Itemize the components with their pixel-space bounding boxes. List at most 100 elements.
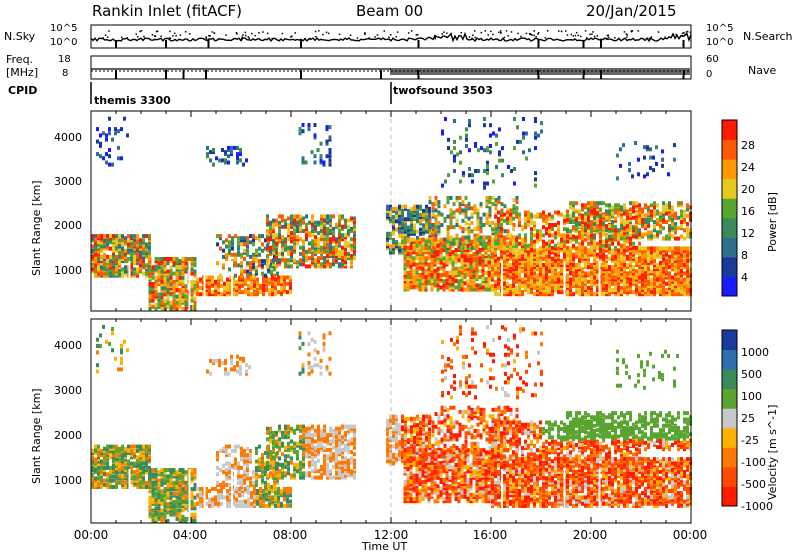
velocity-cell bbox=[97, 444, 100, 449]
power-cell bbox=[611, 234, 614, 239]
power-cell bbox=[403, 275, 407, 280]
power-cell bbox=[674, 281, 677, 286]
power-axis-ticks bbox=[90, 111, 692, 311]
power-cell bbox=[590, 246, 593, 251]
power-cell bbox=[656, 230, 659, 235]
power-cell bbox=[614, 245, 617, 250]
power-cell bbox=[296, 218, 299, 223]
power-cell bbox=[329, 262, 332, 267]
power-cell bbox=[457, 243, 461, 248]
nsearch-dot bbox=[584, 30, 587, 32]
velocity-cell bbox=[106, 444, 109, 449]
power-cell bbox=[551, 263, 554, 267]
velocity-cell bbox=[109, 470, 112, 475]
power-cell bbox=[431, 241, 435, 246]
nsearch-dot bbox=[507, 35, 509, 37]
power-cell bbox=[495, 133, 498, 138]
power-cell bbox=[632, 228, 635, 233]
power-cell bbox=[169, 267, 173, 272]
power-cell bbox=[614, 258, 617, 263]
power-cell bbox=[593, 234, 596, 239]
power-cell bbox=[530, 243, 533, 248]
power-cell bbox=[130, 234, 133, 239]
power-cell bbox=[671, 292, 674, 297]
power-cell bbox=[491, 271, 494, 276]
nsearch-dot bbox=[446, 32, 448, 34]
nsearch-dot bbox=[484, 30, 487, 32]
power-cell bbox=[308, 247, 311, 252]
power-cell bbox=[452, 210, 456, 215]
power-cell bbox=[650, 217, 653, 222]
power-cell bbox=[476, 220, 480, 225]
power-cell bbox=[659, 246, 662, 251]
power-cell bbox=[232, 281, 235, 286]
freq-tick-high: 18 bbox=[58, 54, 71, 65]
power-cell bbox=[332, 254, 335, 258]
power-cell bbox=[274, 285, 277, 290]
power-cell bbox=[353, 239, 356, 244]
power-cell bbox=[507, 164, 510, 169]
power-cell bbox=[421, 237, 425, 242]
power-cell bbox=[659, 260, 662, 265]
power-cell bbox=[451, 285, 455, 290]
power-cell bbox=[584, 283, 587, 288]
power-cell bbox=[238, 279, 241, 284]
power-cell bbox=[235, 279, 238, 284]
power-cell bbox=[97, 263, 100, 268]
velocity-cell bbox=[97, 470, 100, 475]
power-cell bbox=[476, 208, 480, 213]
power-cell bbox=[457, 273, 461, 277]
power-cell bbox=[220, 292, 223, 297]
power-cell bbox=[418, 260, 422, 265]
power-cell bbox=[418, 281, 422, 286]
power-cell bbox=[590, 228, 593, 233]
power-cell bbox=[486, 160, 489, 165]
velocity-cell bbox=[112, 485, 115, 489]
power-cell bbox=[653, 246, 656, 251]
power-cell bbox=[464, 235, 468, 240]
power-cell bbox=[329, 249, 332, 254]
power-cell bbox=[512, 265, 515, 270]
power-cell bbox=[619, 147, 622, 152]
power-cell bbox=[332, 231, 335, 236]
power-cell bbox=[590, 269, 593, 274]
power-cell bbox=[512, 210, 515, 215]
power-cell bbox=[536, 250, 539, 255]
power-cell bbox=[457, 270, 461, 275]
power-cell bbox=[243, 250, 246, 255]
power-cell bbox=[473, 208, 477, 213]
power-cell bbox=[478, 283, 482, 288]
power-cell bbox=[148, 300, 152, 305]
power-cell bbox=[347, 254, 350, 258]
power-cell bbox=[123, 116, 126, 121]
power-cell bbox=[569, 252, 572, 257]
power-cell bbox=[225, 254, 228, 259]
power-cell bbox=[353, 243, 356, 248]
power-cell bbox=[181, 292, 185, 297]
station-title: Rankin Inlet (fitACF) bbox=[92, 2, 243, 20]
power-cell bbox=[270, 234, 273, 239]
power-cell bbox=[121, 242, 124, 247]
power-cell bbox=[668, 292, 671, 297]
power-gap bbox=[598, 261, 601, 311]
power-cell bbox=[545, 220, 548, 225]
power-cell bbox=[172, 257, 176, 261]
power-cell bbox=[677, 279, 680, 284]
power-cell bbox=[281, 218, 284, 223]
power-cell bbox=[329, 264, 332, 269]
power-cell bbox=[545, 243, 548, 248]
power-cell bbox=[680, 254, 683, 259]
power-cell bbox=[495, 142, 498, 146]
power-cell bbox=[252, 252, 255, 257]
power-cell bbox=[647, 269, 650, 274]
power-cell bbox=[629, 215, 632, 220]
power-cell bbox=[433, 283, 437, 288]
power-cell bbox=[587, 250, 590, 255]
power-cell bbox=[234, 234, 237, 239]
power-cell bbox=[683, 220, 686, 224]
power-cell bbox=[305, 214, 308, 219]
power-cell bbox=[234, 263, 237, 268]
power-cell bbox=[542, 288, 545, 292]
power-cbar-tick-24: 24 bbox=[741, 161, 755, 174]
power-cell bbox=[249, 265, 252, 270]
